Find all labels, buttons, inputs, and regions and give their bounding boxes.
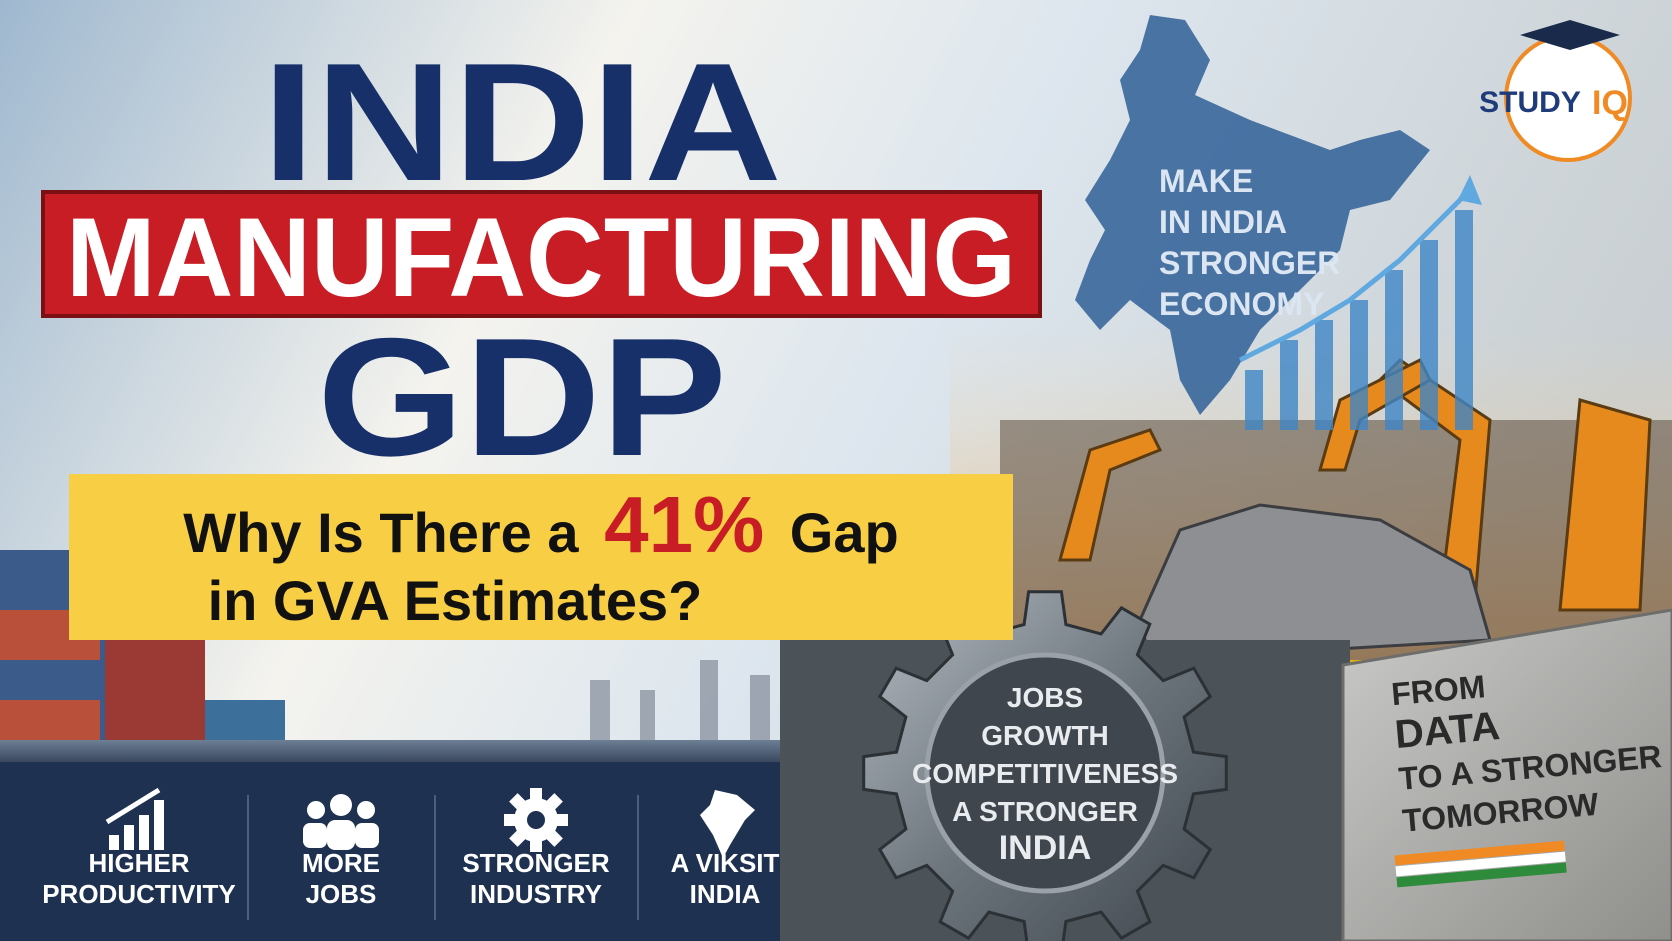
icon-shape: [105, 787, 161, 825]
icon-shape: [154, 800, 164, 850]
icon-shape: [124, 825, 134, 850]
subtitle-part: Gap: [790, 501, 899, 564]
feature-label: A VIKSIT: [671, 848, 780, 878]
feature-label: JOBS: [306, 879, 377, 909]
icon-shape: [303, 823, 327, 848]
feature-label: STRONGER: [462, 848, 610, 878]
logo-study: STUDY: [1479, 86, 1581, 119]
subtitle-part: Why Is There a: [183, 501, 579, 564]
feature-label: MORE: [302, 848, 380, 878]
map-text: MAKE: [1159, 163, 1253, 199]
dividers: [247, 795, 639, 920]
feature-strip: [0, 762, 850, 941]
india-map: [1075, 15, 1430, 415]
icon-shape: [556, 814, 568, 826]
arrow-head: [1458, 175, 1482, 205]
title-line-3: GDP: [317, 303, 727, 491]
icon-shape: [527, 811, 545, 829]
map-text: STRONGER: [1159, 245, 1340, 281]
feature-label: INDUSTRY: [470, 879, 602, 909]
map-text: ECONOMY: [1159, 286, 1324, 322]
subtitle-line-2: in GVA Estimates?: [208, 569, 703, 632]
feature-icon: [700, 790, 755, 858]
logo-iq: IQ: [1592, 84, 1628, 122]
title-line-1: INDIA: [262, 28, 782, 216]
flag-stripes: [1394, 840, 1567, 888]
gear-text: INDIA: [999, 829, 1092, 867]
title-line-2: MANUFACTURING: [66, 195, 1016, 320]
icon-shape: [504, 814, 516, 826]
feature-icon: [504, 788, 568, 852]
icon-shape: [355, 823, 379, 848]
block-text: DATA: [1393, 704, 1502, 757]
icon-shape: [330, 794, 352, 816]
subtitle-banner: [69, 474, 1013, 640]
icon-shape: [530, 840, 542, 852]
title-banner: [41, 190, 1042, 318]
icon-shape: [109, 835, 119, 850]
subtitle-highlight: 41%: [604, 480, 764, 569]
logo: STUDY IQ: [1479, 20, 1632, 162]
icon-shape: [327, 820, 355, 850]
gear-text: COMPETITIVENESS: [912, 758, 1178, 789]
subtitle-line-1: Why Is There a 41% Gap: [183, 480, 898, 569]
gear-text: GROWTH: [981, 720, 1109, 751]
feature-icon: [303, 794, 379, 850]
gear: [862, 590, 1228, 941]
icon-shape: [139, 815, 149, 850]
feature-label: HIGHER: [88, 848, 189, 878]
icon-shape: [357, 801, 375, 819]
gear-hub: [924, 652, 1166, 894]
gear-text: A STRONGER: [952, 796, 1138, 827]
skyline: [590, 660, 815, 740]
icon-shape: [530, 788, 542, 800]
feature-label: PRODUCTIVITY: [42, 879, 236, 909]
icon-shape: [700, 790, 755, 858]
block-text: FROM: [1390, 668, 1487, 712]
icon-shape: [307, 801, 325, 819]
feature-label: INDIA: [690, 879, 761, 909]
gear-text: JOBS: [1007, 682, 1083, 713]
map-text: IN INDIA: [1159, 204, 1287, 240]
growth-bars: [1245, 210, 1473, 430]
feature-icon: [105, 787, 164, 850]
